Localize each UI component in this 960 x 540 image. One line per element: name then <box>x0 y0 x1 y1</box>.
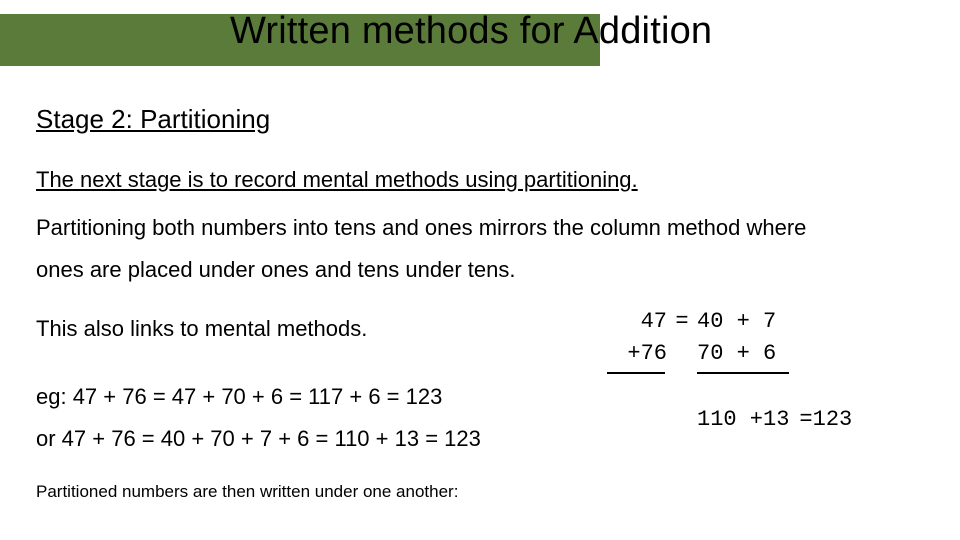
math-row-2: +76 70 + 6 <box>595 338 935 370</box>
slide-title: Written methods for Addition <box>230 10 712 53</box>
math-r2-right: 70 + 6 <box>697 338 776 370</box>
math-sum-line <box>595 372 935 404</box>
partition-math: 47 = 40 + 7 +76 70 + 6 110 +13 = 123 <box>595 306 935 436</box>
math-r1-eq: = <box>667 306 697 338</box>
paragraph-1: The next stage is to record mental metho… <box>36 159 924 201</box>
title-part2: for Addition <box>509 10 712 52</box>
math-r1-left: 47 <box>595 306 667 338</box>
title-part1: Written methods <box>230 10 509 52</box>
math-sum-expr: 110 +13 <box>697 404 789 436</box>
math-r1-right: 40 + 7 <box>697 306 776 338</box>
math-row-1: 47 = 40 + 7 <box>595 306 935 338</box>
sum-rule-left <box>607 372 665 374</box>
stage-heading: Stage 2: Partitioning <box>36 104 924 135</box>
slide-body: Stage 2: Partitioning The next stage is … <box>36 104 924 502</box>
math-result-row: 110 +13 = 123 <box>595 404 935 436</box>
slide: Written methods for Addition Stage 2: Pa… <box>0 0 960 540</box>
math-r2-left: +76 <box>595 338 667 370</box>
paragraph-2b: ones are placed under ones and tens unde… <box>36 249 924 291</box>
footnote: Partitioned numbers are then written und… <box>36 482 924 502</box>
math-sum-result: 123 <box>813 404 853 436</box>
sum-rule-right <box>697 372 789 374</box>
paragraph-2a: Partitioning both numbers into tens and … <box>36 207 924 249</box>
math-sum-eq: = <box>799 404 812 436</box>
